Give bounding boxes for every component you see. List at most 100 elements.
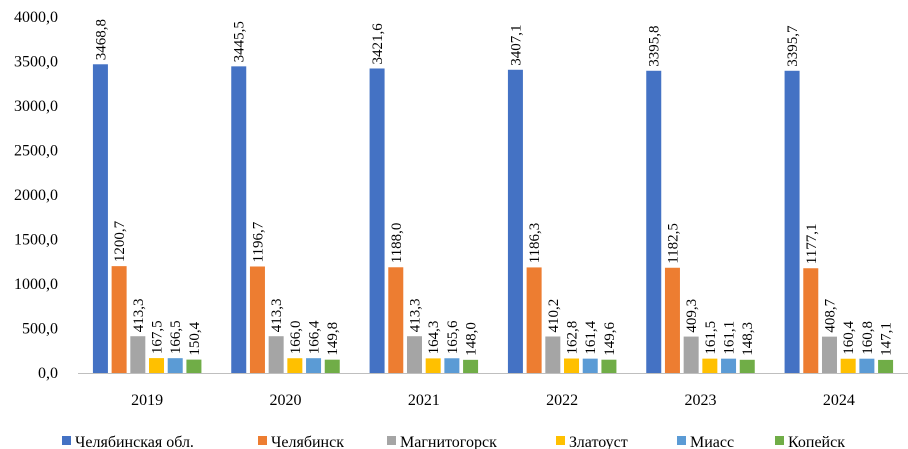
data-label: 3407,1 xyxy=(508,25,524,66)
bar xyxy=(130,336,146,373)
bar xyxy=(564,358,580,373)
bar xyxy=(406,336,422,373)
data-label: 166,5 xyxy=(168,320,184,354)
y-tick-label: 2500,0 xyxy=(14,143,58,160)
x-tick-label: 2023 xyxy=(685,392,717,409)
data-label: 408,7 xyxy=(822,298,838,332)
legend-label: Челябинская обл. xyxy=(75,434,194,449)
bar xyxy=(821,336,837,373)
bar xyxy=(526,267,542,373)
data-label: 413,3 xyxy=(269,298,285,332)
y-tick-label: 4000,0 xyxy=(14,9,58,26)
bar xyxy=(306,358,322,373)
data-label: 3421,6 xyxy=(370,23,386,65)
data-label: 166,0 xyxy=(288,320,304,354)
bar xyxy=(231,66,247,373)
x-tick-label: 2019 xyxy=(131,392,163,409)
bar xyxy=(249,266,265,373)
data-label: 161,5 xyxy=(703,321,719,355)
data-label: 162,8 xyxy=(565,321,581,355)
x-tick-label: 2021 xyxy=(408,392,440,409)
data-label: 1186,3 xyxy=(527,223,543,264)
data-label: 161,4 xyxy=(583,320,599,354)
y-tick-label: 3000,0 xyxy=(14,98,58,115)
bar xyxy=(92,64,108,373)
x-tick-label: 2024 xyxy=(823,392,855,409)
data-label: 3395,7 xyxy=(785,25,801,67)
y-tick-label: 3500,0 xyxy=(14,54,58,71)
legend-swatch xyxy=(62,436,71,445)
y-tick-label: 1500,0 xyxy=(14,232,58,249)
bars xyxy=(92,64,894,374)
legend-label: Златоуст xyxy=(569,434,628,449)
legend: Челябинская обл. Челябинск Магнитогорск Зла… xyxy=(62,434,845,449)
bar xyxy=(840,358,856,373)
legend-swatch xyxy=(258,436,267,445)
data-label: 164,3 xyxy=(426,321,442,355)
x-tick-label: 2022 xyxy=(546,392,578,409)
legend-label: Копейск xyxy=(788,434,845,449)
legend-label: Миасс xyxy=(690,434,734,449)
legend-label: Челябинск xyxy=(271,434,344,449)
data-label: 3445,5 xyxy=(232,21,248,62)
bar xyxy=(388,267,404,373)
legend-swatch xyxy=(556,436,565,445)
y-tick-label: 0,0 xyxy=(38,365,58,382)
bar xyxy=(463,359,479,373)
bar xyxy=(268,336,284,373)
x-tick-label: 2020 xyxy=(270,392,302,409)
bar xyxy=(425,358,441,373)
bar xyxy=(721,358,737,373)
bar xyxy=(646,70,662,374)
bar xyxy=(444,358,460,373)
data-label: 149,6 xyxy=(602,321,618,355)
data-label: 166,4 xyxy=(307,320,323,354)
data-label: 160,8 xyxy=(860,321,876,355)
bar xyxy=(739,359,755,373)
data-label: 409,3 xyxy=(684,299,700,333)
bar xyxy=(369,68,385,373)
data-label: 147,1 xyxy=(879,322,895,356)
data-label: 167,5 xyxy=(150,320,166,354)
data-label: 150,4 xyxy=(187,321,203,355)
bar xyxy=(683,336,699,373)
data-label: 160,4 xyxy=(841,320,857,354)
data-label: 410,2 xyxy=(546,299,562,333)
legend-label: Магнитогорск xyxy=(400,434,497,449)
data-label: 149,8 xyxy=(325,322,341,356)
data-label: 1200,7 xyxy=(112,220,128,262)
bar xyxy=(582,358,598,373)
legend-swatch xyxy=(387,436,396,445)
bar xyxy=(859,358,875,373)
data-label: 1196,7 xyxy=(250,221,266,262)
bar xyxy=(111,266,127,373)
bar xyxy=(664,267,680,373)
y-tick-label: 2000,0 xyxy=(14,187,58,204)
data-label: 3395,8 xyxy=(647,26,663,67)
data-label: 413,3 xyxy=(407,298,423,332)
legend-swatch xyxy=(677,436,686,445)
bar xyxy=(545,336,561,373)
bar xyxy=(324,359,340,373)
data-label: 148,0 xyxy=(464,322,480,356)
bar xyxy=(784,70,800,373)
data-label: 413,3 xyxy=(131,298,147,332)
bar xyxy=(287,358,303,373)
bar xyxy=(803,268,819,373)
bar xyxy=(507,69,523,374)
data-label: 3468,8 xyxy=(93,19,109,60)
y-axis: 0,0 500,0 1000,0 1500,0 2000,0 2500,0 3000,0 35… xyxy=(14,9,58,382)
bar xyxy=(149,358,165,373)
bar xyxy=(878,359,894,373)
data-label: 161,1 xyxy=(722,321,738,355)
y-tick-label: 500,0 xyxy=(22,321,58,338)
data-label: 148,3 xyxy=(740,322,756,356)
bar xyxy=(186,359,202,373)
y-tick-label: 1000,0 xyxy=(14,276,58,293)
x-axis: 2019 2020 2021 2022 2023 2024 xyxy=(78,373,908,409)
bar xyxy=(167,358,183,373)
data-label: 1188,0 xyxy=(389,223,405,264)
data-label: 1182,5 xyxy=(665,223,681,264)
